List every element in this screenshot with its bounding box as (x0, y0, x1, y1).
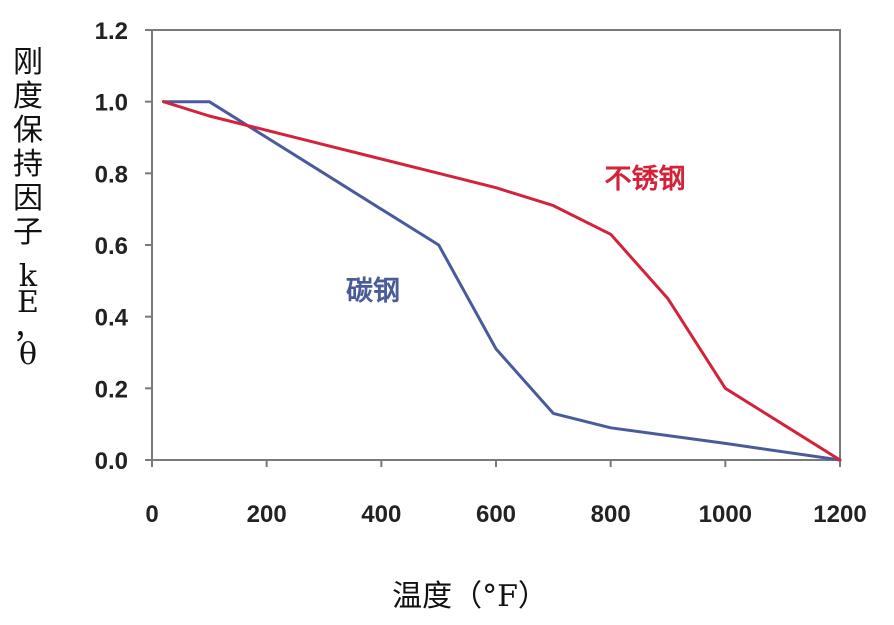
y-tick-label: 0.6 (95, 233, 128, 260)
x-tick-label: 1000 (699, 501, 752, 528)
x-tick-label: 400 (361, 501, 401, 528)
y-tick-label: 0.4 (95, 305, 129, 332)
y-axis-title-text: 刚度保持因子 k E， θ (13, 45, 43, 372)
series-label-carbon-steel: 碳钢 (346, 276, 400, 307)
y-tick-label: 1.0 (95, 90, 128, 117)
y-tick-label: 0.2 (95, 376, 128, 403)
x-tick-label: 0 (145, 501, 158, 528)
x-tick-label: 800 (591, 501, 631, 528)
x-axis-title: 温度（°F） (392, 579, 548, 614)
x-tick-label: 600 (476, 501, 516, 528)
y-tick-label: 1.2 (95, 18, 128, 45)
y-tick-label: 0.0 (95, 448, 128, 475)
x-tick-label: 200 (247, 501, 287, 528)
x-tick-label: 1200 (813, 501, 866, 528)
series-line-stainless-steel (162, 100, 842, 462)
series-label-stainless-steel: 不锈钢 (605, 164, 686, 195)
y-tick-label: 0.8 (95, 161, 128, 188)
axis-ticks: 0 200 400 600 800 1000 1200 0.0 0.2 0.4 0.6 0.8 1.0 1… (95, 18, 867, 528)
series-line-carbon-steel (162, 100, 842, 462)
y-axis-title: 刚度保持因子 k E， θ (13, 45, 43, 372)
series-lines (162, 100, 842, 462)
